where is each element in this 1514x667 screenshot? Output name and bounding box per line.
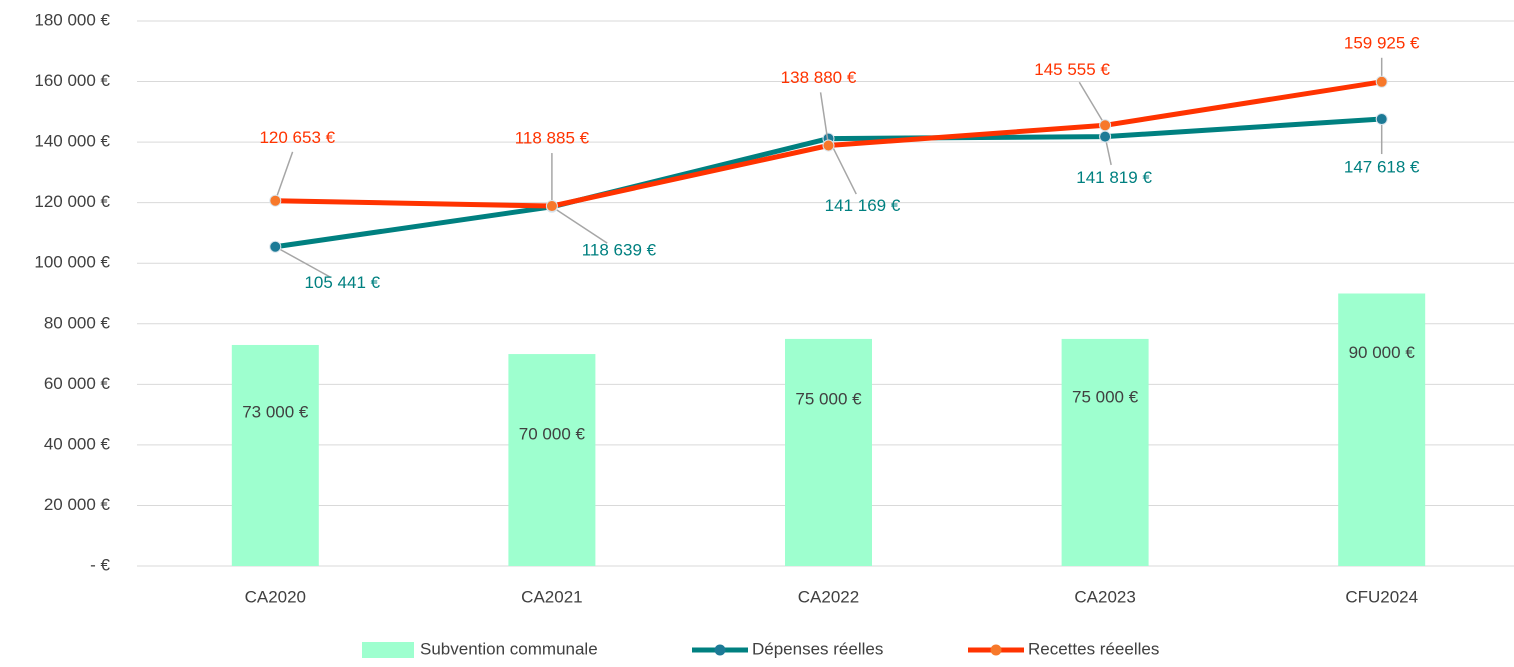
x-tick-label: CA2023 [1074,587,1135,606]
line-value-label: 141 819 € [1076,168,1152,187]
line-value-label: 120 653 € [259,128,335,147]
marker [822,139,835,152]
y-tick-label: - € [90,555,110,574]
bar-value-label: 70 000 € [519,425,586,444]
leader-line [551,206,608,244]
bar-value-label: 90 000 € [1349,343,1416,362]
leader-line [274,246,331,278]
marker [1099,130,1112,143]
x-tick-label: CFU2024 [1345,587,1418,606]
bar-value-label: 75 000 € [1072,387,1139,406]
marker [269,194,282,207]
marker [1375,75,1388,88]
bar-value-label: 73 000 € [242,402,309,421]
line-value-label: 118 639 € [582,240,657,259]
legend-label: Subvention communale [420,639,598,658]
bar [1061,338,1149,566]
bar-value-label: 75 000 € [795,389,862,408]
leader-line [1078,81,1106,126]
y-tick-label: 160 000 € [34,71,110,90]
x-tick-label: CA2022 [798,587,859,606]
y-tick-label: 120 000 € [34,192,110,211]
leader-line [819,92,830,146]
x-tick-label: CA2020 [245,587,306,606]
line-value-label: 159 925 € [1344,33,1420,52]
x-tick-label: CA2021 [521,587,582,606]
legend-swatch [362,642,414,658]
legend-label: Recettes réeelles [1028,639,1159,658]
marker [545,200,558,213]
line-value-label: 141 169 € [825,196,901,215]
marker [1099,119,1112,132]
bar [1338,293,1426,566]
line-value-label: 138 880 € [781,68,857,87]
y-tick-label: 180 000 € [34,10,110,29]
y-tick-label: 80 000 € [44,313,111,332]
y-tick-label: 100 000 € [34,253,110,272]
leader-line [274,151,294,201]
legend-marker [990,644,1002,656]
marker [269,240,282,253]
legend-marker [714,644,726,656]
marker [1375,113,1388,126]
y-tick-label: 140 000 € [34,132,110,151]
line-value-label: 105 441 € [304,273,380,292]
bar [508,354,596,566]
bar [785,338,872,566]
bar [231,344,319,566]
y-tick-label: 20 000 € [44,495,111,514]
y-tick-label: 40 000 € [44,434,111,453]
line-value-label: 118 885 € [515,129,590,148]
line-value-label: 145 555 € [1034,60,1110,79]
line-value-label: 147 618 € [1344,158,1420,177]
legend-label: Dépenses réelles [752,639,883,658]
y-tick-label: 60 000 € [44,374,111,393]
